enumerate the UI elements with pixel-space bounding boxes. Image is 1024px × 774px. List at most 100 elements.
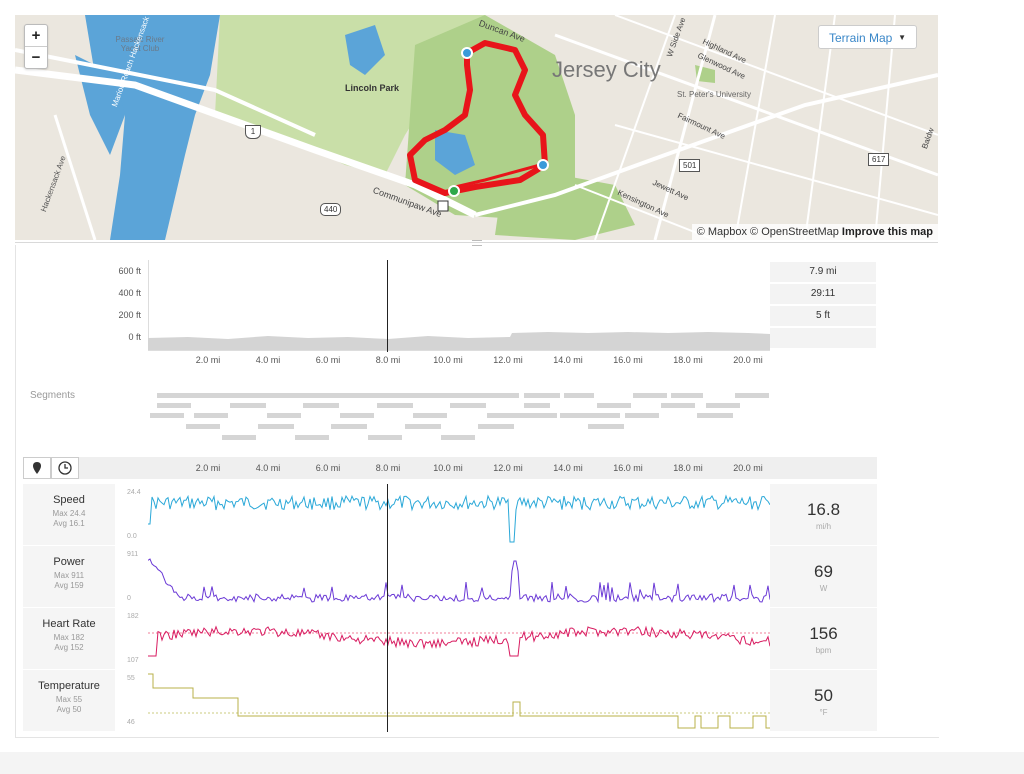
toolbar-x-tick: 10.0 mi [433, 463, 463, 473]
segment-bar[interactable] [157, 403, 191, 408]
position-cursor[interactable] [387, 260, 388, 352]
stat-time: 29:11 [770, 284, 876, 304]
segment-bar[interactable] [560, 413, 620, 418]
segment-bar[interactable] [487, 413, 557, 418]
metric-avg: Avg 159 [54, 581, 84, 590]
segment-bar[interactable] [258, 424, 294, 429]
position-cursor[interactable] [387, 484, 388, 732]
segment-bar[interactable] [735, 393, 769, 398]
segment-bar[interactable] [564, 393, 594, 398]
metric-unit: bpm [815, 646, 832, 655]
metric-axis-top: 24.4 [127, 489, 141, 496]
segment-bar[interactable] [222, 435, 256, 440]
terrain-map-dropdown[interactable]: Terrain Map ▼ [818, 25, 917, 49]
segment-bar[interactable] [413, 413, 447, 418]
segment-bar[interactable] [588, 424, 624, 429]
map-canvas[interactable] [15, 15, 938, 240]
segments-title: Segments [30, 390, 76, 401]
segment-bar[interactable] [671, 393, 703, 398]
elevation-x-tick: 20.0 mi [733, 355, 763, 365]
route-617-shield-icon: 617 [868, 153, 890, 166]
metric-value: 69 [814, 562, 833, 581]
metric-avg: Avg 50 [56, 705, 82, 714]
speed-line [148, 494, 770, 543]
metric-name: Power [53, 556, 85, 568]
segment-bar[interactable] [157, 393, 519, 398]
metric-row-heart-rate[interactable]: Heart Rate Max 182 Avg 152 182 107 156 b… [23, 608, 877, 669]
zoom-in-button[interactable]: + [31, 27, 41, 44]
stat-distance: 7.9 mi [770, 262, 876, 282]
elevation-y-tick: 200 ft [118, 310, 141, 320]
segment-bar[interactable] [368, 435, 402, 440]
metric-axis-top: 911 [127, 551, 139, 558]
power-trace [148, 558, 770, 604]
segment-bar[interactable] [340, 413, 374, 418]
metric-name: Speed [53, 494, 85, 506]
segment-bar[interactable] [524, 403, 550, 408]
segment-bar[interactable] [230, 403, 266, 408]
segment-bar[interactable] [450, 403, 486, 408]
map-attribution: © Mapbox © OpenStreetMap Improve this ma… [691, 224, 938, 240]
distance-mode-button[interactable] [23, 457, 51, 479]
toolbar-x-tick: 14.0 mi [553, 463, 583, 473]
segment-bar[interactable] [706, 403, 740, 408]
metric-name: Heart Rate [42, 618, 96, 630]
metric-unit: °F [819, 708, 828, 717]
elevation-x-tick: 10.0 mi [433, 355, 463, 365]
segment-bar[interactable] [377, 403, 413, 408]
temperature-trace [148, 673, 770, 729]
segment-bar[interactable] [441, 435, 475, 440]
segment-bar[interactable] [625, 413, 659, 418]
stat-empty [770, 328, 876, 348]
elevation-x-tick: 8.0 mi [375, 355, 401, 365]
segment-bar[interactable] [303, 403, 339, 408]
elevation-x-tick: 6.0 mi [315, 355, 341, 365]
route-1-shield-icon: 1 [245, 125, 261, 139]
terrain-map-label: Terrain Map [829, 31, 893, 45]
segment-bar[interactable] [697, 413, 733, 418]
attribution-text[interactable]: © Mapbox © OpenStreetMap [696, 226, 839, 238]
toolbar-x-tick: 4.0 mi [255, 463, 281, 473]
toolbar-x-tick: 18.0 mi [673, 463, 703, 473]
heart-rate-trace [148, 625, 770, 657]
elevation-y-tick: 0 ft [128, 332, 141, 342]
segment-bar[interactable] [331, 424, 367, 429]
segment-bar[interactable] [478, 424, 514, 429]
segment-bar[interactable] [597, 403, 631, 408]
metric-unit: mi/h [815, 522, 832, 531]
zoom-out-button[interactable]: − [25, 46, 47, 68]
metric-name: Temperature [38, 680, 100, 692]
toolbar-x-tick: 20.0 mi [733, 463, 763, 473]
segment-bar[interactable] [186, 424, 220, 429]
metric-row-temperature[interactable]: Temperature Max 55 Avg 50 55 46 50 °F [23, 670, 877, 731]
segment-bar[interactable] [295, 435, 329, 440]
resize-handle-icon[interactable] [472, 240, 482, 246]
segment-bar[interactable] [661, 403, 695, 408]
time-mode-button[interactable] [51, 457, 79, 479]
segment-bar[interactable] [633, 393, 667, 398]
segment-bar[interactable] [194, 413, 228, 418]
temperature-line [148, 673, 770, 729]
metric-unit: W [819, 584, 828, 593]
metric-row-speed[interactable]: Speed Max 24.4 Avg 16.1 24.4 0.0 16.8 mi… [23, 484, 877, 545]
metric-value-box: 156 bpm [770, 608, 877, 669]
power-line [148, 558, 770, 604]
route-map[interactable]: + − Terrain Map ▼ Passaic River Yacht Cl… [15, 15, 938, 240]
improve-map-link[interactable]: Improve this map [841, 226, 933, 238]
toolbar-x-tick: 12.0 mi [493, 463, 523, 473]
elevation-y-tick: 600 ft [118, 266, 141, 276]
stat-elevation: 5 ft [770, 306, 876, 326]
map-label-lincoln-park: Lincoln Park [345, 83, 400, 93]
page-footer [0, 752, 1024, 774]
clock-icon [58, 461, 72, 475]
segment-bar[interactable] [150, 413, 184, 418]
metric-row-power[interactable]: Power Max 911 Avg 159 911 0 69 W [23, 546, 877, 607]
metric-axis-bottom: 107 [127, 657, 139, 664]
segment-bar[interactable] [405, 424, 441, 429]
metric-value-box: 16.8 mi/h [770, 484, 877, 545]
metric-value: 50 [814, 686, 833, 705]
elevation-y-tick: 400 ft [118, 288, 141, 298]
map-label-st-peters: St. Peter's University [677, 90, 751, 99]
segment-bar[interactable] [267, 413, 301, 418]
segment-bar[interactable] [524, 393, 560, 398]
